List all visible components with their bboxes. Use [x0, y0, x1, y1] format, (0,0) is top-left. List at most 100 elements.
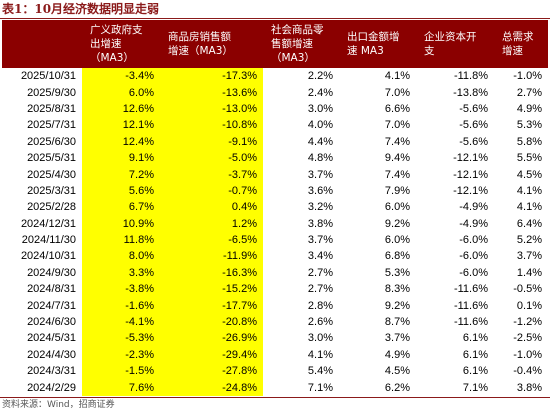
table-row: 2024/6/30 -4.1% -20.8% 2.6% 8.7% -11.6% -1.2% — [2, 313, 548, 331]
header-cell-4: 出口金额增 速 MA3 — [347, 31, 400, 57]
value-cell: 3.8% — [307, 217, 333, 230]
value-cell: 6.6% — [384, 102, 410, 115]
value-cell: 4.9% — [516, 102, 542, 115]
table-row: 2024/12/31 10.9% 1.2% 3.8% 9.2% -4.9% 6.4% — [2, 215, 548, 232]
value-cell: -10.8% — [160, 117, 263, 134]
table-row: 2024/8/31 -3.8% -15.2% 2.7% 8.3% -11.6% -0.5% — [2, 281, 548, 298]
value-cell: -26.9% — [160, 330, 263, 347]
value-cell: -11.6% — [453, 283, 488, 296]
value-cell: 3.7% — [307, 234, 333, 247]
value-cell: 6.8% — [384, 250, 410, 263]
value-cell: 1.2% — [160, 215, 263, 232]
value-cell: 3.0% — [307, 102, 333, 115]
date-cell: 2024/7/31 — [27, 299, 76, 312]
value-cell: 2.7% — [516, 86, 542, 99]
value-cell: -6.0% — [459, 234, 488, 247]
table-row: 2025/6/30 12.4% -9.1% 4.4% 7.4% -5.6% 5.8% — [2, 133, 548, 150]
value-cell: 6.2% — [384, 381, 410, 394]
value-cell: 12.6% — [82, 100, 160, 118]
value-cell: -6.5% — [160, 231, 263, 249]
value-cell: -5.0% — [160, 149, 263, 167]
value-cell: 2.4% — [307, 86, 333, 99]
header-row: 广义政府支 出增速 （MA3） 商品房销售额 增速（MA3） 社会商品零 售额增速 … — [2, 20, 548, 68]
value-cell: -5.6% — [459, 102, 488, 115]
value-cell: -27.8% — [160, 363, 263, 380]
table-row: 2025/8/31 12.6% -13.0% 3.0% 6.6% -5.6% 4.9% — [2, 100, 548, 118]
value-cell: 3.7% — [516, 250, 542, 263]
table-row: 2025/4/30 7.2% -3.7% 3.7% 7.4% -12.1% 4.5% — [2, 166, 548, 183]
value-cell: 4.8% — [307, 152, 333, 165]
table-row: 2024/3/31 -1.5% -27.8% 5.4% 4.5% 6.1% -0.4% — [2, 363, 548, 380]
value-cell: -12.1% — [453, 152, 488, 165]
value-cell: 6.7% — [82, 199, 160, 216]
value-cell: -2.3% — [82, 346, 160, 364]
date-cell: 2025/6/30 — [27, 135, 76, 148]
value-cell: -6.0% — [459, 266, 488, 279]
date-cell: 2024/2/29 — [27, 381, 76, 394]
value-cell: 3.6% — [307, 184, 333, 197]
value-cell: -3.8% — [82, 281, 160, 298]
value-cell: 3.8% — [516, 381, 542, 394]
table-row: 2025/3/31 5.6% -0.7% 3.6% 7.9% -12.1% 4.1% — [2, 182, 548, 200]
date-cell: 2025/3/31 — [27, 184, 76, 197]
table-row: 2025/10/31 -3.4% -17.3% 2.2% 4.1% -11.8% -1.0% — [2, 68, 548, 85]
value-cell: 5.2% — [516, 234, 542, 247]
table-body: 2025/10/31 -3.4% -17.3% 2.2% 4.1% -11.8% -1.0%… — [2, 68, 548, 396]
value-cell: 4.1% — [516, 201, 542, 214]
date-cell: 2025/7/31 — [27, 119, 76, 132]
value-cell: -6.0% — [459, 250, 488, 263]
value-cell: 6.1% — [462, 332, 488, 345]
date-cell: 2024/6/30 — [27, 316, 76, 329]
value-cell: 7.9% — [384, 184, 410, 197]
table-header: 广义政府支 出增速 （MA3） 商品房销售额 增速（MA3） 社会商品零 售额增速 … — [2, 20, 548, 68]
value-cell: 4.5% — [516, 168, 542, 181]
value-cell: -4.9% — [459, 217, 488, 230]
value-cell: 7.0% — [384, 86, 410, 99]
value-cell: -1.0% — [513, 348, 542, 361]
value-cell: -15.2% — [160, 281, 263, 298]
date-cell: 2024/5/31 — [27, 332, 76, 345]
value-cell: 4.0% — [307, 119, 333, 132]
value-cell: -0.5% — [513, 283, 542, 296]
date-cell: 2025/2/28 — [27, 201, 76, 214]
date-cell: 2024/11/30 — [21, 234, 76, 247]
value-cell: 2.7% — [307, 283, 333, 296]
value-cell: -3.4% — [82, 68, 160, 85]
value-cell: 4.1% — [384, 70, 410, 83]
value-cell: 4.1% — [307, 348, 333, 361]
value-cell: -0.7% — [160, 182, 263, 200]
value-cell: 5.5% — [516, 152, 542, 165]
value-cell: 5.6% — [82, 182, 160, 200]
value-cell: 9.4% — [384, 152, 410, 165]
header-cell-5: 企业资本开 支 — [424, 31, 477, 57]
value-cell: 7.2% — [82, 166, 160, 183]
table-title: 表1：10月经济数据明显走弱 — [2, 2, 160, 16]
value-cell: -12.1% — [453, 168, 488, 181]
value-cell: 7.0% — [384, 119, 410, 132]
value-cell: 7.1% — [462, 381, 488, 394]
value-cell: 3.3% — [82, 264, 160, 282]
table-row: 2024/9/30 3.3% -16.3% 2.7% 5.3% -6.0% 1.4% — [2, 264, 548, 282]
value-cell: 2.6% — [307, 316, 333, 329]
date-cell: 2024/9/30 — [27, 266, 76, 279]
value-cell: -13.0% — [160, 100, 263, 118]
header-cell-6: 总需求 增速 — [502, 31, 534, 57]
table-row: 2025/7/31 12.1% -10.8% 4.0% 7.0% -5.6% 5.3% — [2, 117, 548, 134]
value-cell: 5.3% — [516, 119, 542, 132]
value-cell: 3.0% — [307, 332, 333, 345]
value-cell: 0.1% — [516, 299, 542, 312]
table-row: 2024/11/30 11.8% -6.5% 3.7% 6.0% -6.0% 5.2% — [2, 231, 548, 249]
value-cell: 7.6% — [82, 379, 160, 396]
header-cell-2: 商品房销售额 增速（MA3） — [168, 31, 233, 57]
value-cell: -2.5% — [513, 332, 542, 345]
value-cell: 7.1% — [307, 381, 333, 394]
value-cell: 6.0% — [384, 234, 410, 247]
date-cell: 2025/10/31 — [20, 70, 76, 83]
table-row: 2025/2/28 6.7% 0.4% 3.2% 6.0% -4.9% 4.1% — [2, 199, 548, 216]
date-cell: 2025/4/30 — [27, 168, 76, 181]
date-cell: 2024/8/31 — [27, 283, 76, 296]
value-cell: -5.6% — [459, 119, 488, 132]
source-note: 资料来源：Wind，招商证券 — [2, 400, 115, 410]
table-row: 2025/5/31 9.1% -5.0% 4.8% 9.4% -12.1% 5.5% — [2, 149, 548, 167]
value-cell: 5.3% — [384, 266, 410, 279]
